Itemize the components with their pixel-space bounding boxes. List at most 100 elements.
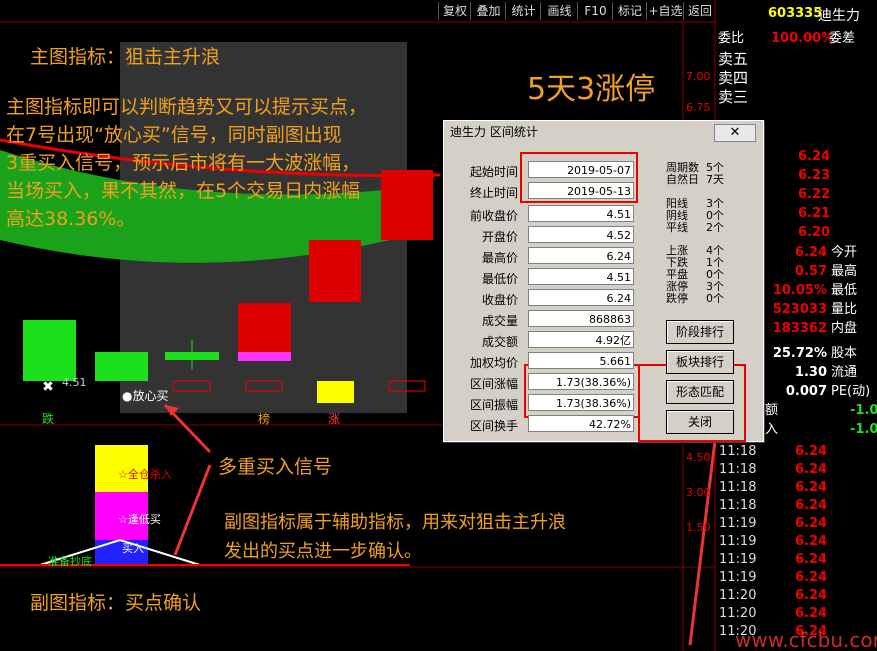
stat-value: 2个 [706,221,724,234]
die-label: 跌 [42,412,55,426]
toolbar-button[interactable]: 返回 [683,2,716,20]
weibi: 100.00% [771,31,835,46]
sub-text-line: 发出的买点进一步确认。 [224,541,422,562]
low-price: 4.51 [62,376,87,389]
sub-signal: 买入 [122,542,144,555]
watermark: www.cfcbu.com [735,628,877,651]
stat-name: 股本 [831,346,858,361]
trend-line [0,138,441,178]
flow-name: 入 [765,422,779,437]
flow-value: -1.0 [850,422,877,437]
sub-bar [95,492,148,540]
main-title: 主图指标：狙击主升浪 [30,46,221,68]
stat-value: 183362 [772,321,827,336]
trade-price: 6.24 [795,570,828,585]
field-value: 1.73(38.36%) [528,394,634,411]
field-label: 最低价 [481,272,518,286]
toolbar-button[interactable]: 标记 [612,2,647,20]
field-value: 42.72% [528,415,634,432]
stat-value: 7天 [706,173,724,186]
candle-up [381,170,433,240]
toolbar-button[interactable]: 复权 [438,2,471,20]
stat-value: 3个 [706,280,724,293]
stat-value: 0个 [706,292,724,305]
field-value: 5.661 [528,352,634,369]
toolbar-button[interactable]: 叠加 [470,2,506,20]
main-text-line: 当场买入，果不其然，在5个交易日内涨幅 [6,180,361,202]
stat-value: 3个 [706,197,724,210]
price-label: 6.75 [686,101,711,114]
bid-price: 6.24 [798,149,831,164]
signal-box [317,381,354,403]
sub-line [39,538,201,566]
sub-signal: 准备抄底 [48,555,92,568]
trade-time: 11:19 [719,570,757,585]
field-value: 2019-05-07 [528,161,634,178]
trade-price: 6.24 [795,552,828,567]
trade-time: 11:20 [719,606,757,621]
trade-time: 11:19 [719,516,757,531]
stat-label: 下跌 [666,256,688,269]
trade-time: 11:18 [719,462,757,477]
toolbar-button[interactable]: F10 [577,2,613,20]
stat-label: 阴线 [666,209,688,222]
field-value: 4.92亿 [528,331,634,348]
toolbar-button[interactable]: +自选 [646,2,684,20]
trade-price: 6.24 [795,462,828,477]
field-label: 开盘价 [481,230,518,244]
stat-value: 0.57 [794,264,827,279]
trade-time: 11:19 [719,552,757,567]
trade-price: 6.24 [795,444,828,459]
toolbar-button[interactable]: 画线 [540,2,578,20]
close-x[interactable]: ✕ [714,124,756,142]
dialog-button[interactable]: 关闭 [666,410,734,434]
field-label: 区间涨幅 [469,377,518,391]
weibi: 委差 [829,31,856,46]
toolbar-button[interactable]: 统计 [505,2,541,20]
field-value: 6.24 [528,247,634,264]
price-label: 1.50 [686,521,711,534]
field-value: 868863 [528,310,634,327]
dialog-button[interactable]: 阶段排行 [666,320,734,344]
stat-value: 4个 [706,244,724,257]
stat-value: 10.05% [772,283,827,298]
main-text-line: 在7号出现“放心买”信号，同时副图出现 [6,124,342,146]
stat-name: 内盘 [831,321,858,336]
cross-icon: ✖ [42,379,54,395]
field-value: 4.51 [528,268,634,285]
candle-up [309,240,361,302]
field-label: 区间换手 [469,419,518,433]
headline: 5天3涨停 [527,72,656,107]
sub-signal: ☆全仓杀入 [118,468,172,481]
stat-name: 量比 [831,302,858,317]
stock-code: 603335 [768,6,823,21]
main-text-line: 3重买入信号，预示后市将有一大波涨幅， [6,152,361,174]
dialog-button[interactable]: 板块排行 [666,350,734,374]
trade-time: 11:18 [719,480,757,495]
stat-label: 平线 [666,221,688,234]
stat-label: 周期数 [666,161,699,174]
field-label: 起始时间 [469,165,518,179]
price-label: 3.00 [686,486,711,499]
trade-price: 6.24 [795,606,828,621]
candle-down [23,320,76,381]
bid-price: 6.20 [798,225,831,240]
dialog-title-bar: 迪生力 区间统计 [444,121,763,143]
sub-signal: ☆逢低买 [118,513,161,526]
trade-price: 6.24 [795,624,828,639]
arrow-head [165,405,179,416]
field-label: 区间振幅 [469,398,518,412]
signal-box [172,380,211,392]
sell-level: 卖四 [718,69,749,87]
stat-label: 自然日 [666,173,699,186]
stat-name: 最低 [831,283,858,298]
field-label: 最高价 [481,251,518,265]
bid-price: 6.23 [798,168,831,183]
candle-mark [238,352,291,361]
field-label: 成交额 [481,335,518,349]
arrow [173,464,212,556]
flow-value: -1.0 [850,403,877,418]
dialog-button[interactable]: 形态匹配 [666,380,734,404]
